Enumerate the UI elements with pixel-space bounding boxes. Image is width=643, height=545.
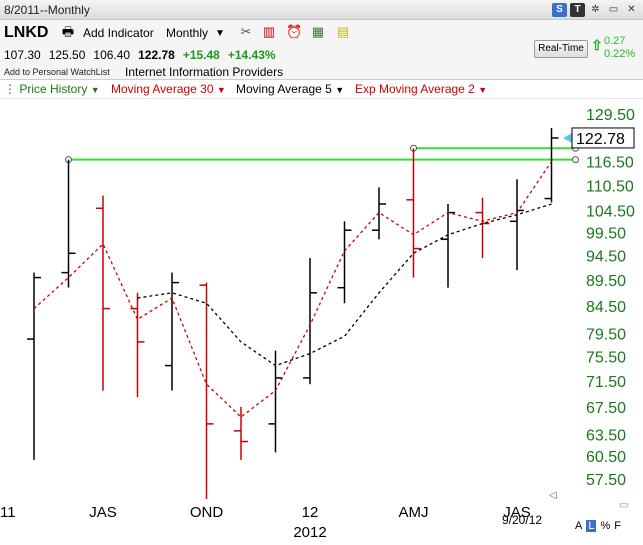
last-value: 122.78 bbox=[138, 48, 175, 62]
ohlc-bar bbox=[268, 350, 283, 453]
x-tick-label: OND bbox=[190, 504, 224, 521]
ohlc-bar bbox=[303, 258, 317, 385]
ohlc-quote-row: 107.30 125.50 106.40 122.78 +15.48 +14.4… bbox=[4, 48, 276, 62]
tools-icon[interactable]: ✂ bbox=[240, 24, 252, 39]
ohlc-bar bbox=[406, 148, 421, 278]
divider bbox=[0, 98, 643, 99]
ohlc-bar bbox=[544, 128, 559, 203]
y-tick-label: 129.50 bbox=[586, 107, 635, 124]
y-tick-label: 99.50 bbox=[586, 225, 626, 242]
legend-ma30[interactable]: Moving Average 30 ▼ bbox=[111, 82, 226, 96]
scale-auto-button[interactable]: A bbox=[575, 520, 583, 532]
y-tick-label: 110.50 bbox=[586, 178, 634, 195]
industry-label: Internet Information Providers bbox=[125, 65, 284, 79]
y-tick-label: 89.50 bbox=[586, 273, 626, 290]
legend-ma5[interactable]: Moving Average 5 ▼ bbox=[236, 82, 345, 96]
scale-percent-button[interactable]: % bbox=[600, 520, 611, 532]
change-percent: +14.43% bbox=[227, 48, 276, 62]
ohlc-bar bbox=[96, 195, 110, 391]
ohlc-bar bbox=[27, 272, 41, 460]
ohlc-bar bbox=[234, 406, 248, 460]
ohlc-bar bbox=[510, 179, 524, 271]
scale-log-button[interactable]: L bbox=[586, 520, 597, 532]
current-price-box bbox=[571, 127, 635, 149]
y-tick-label: 67.50 bbox=[586, 400, 626, 417]
y-tick-label: 75.50 bbox=[586, 350, 626, 367]
current-date: 9/20/12 bbox=[502, 513, 543, 527]
window-title: 8/2011--Monthly bbox=[4, 3, 90, 17]
legend-price-history[interactable]: ⋮ Price History ▼ bbox=[4, 82, 100, 96]
watchlist-link[interactable]: Add to Personal WatchList bbox=[4, 67, 110, 77]
scale-fit-button[interactable]: F bbox=[614, 520, 621, 532]
ohlc-bar bbox=[130, 292, 145, 398]
y-tick-label: 60.50 bbox=[586, 449, 626, 466]
y-tick-label: 57.50 bbox=[586, 472, 626, 489]
high-value: 125.50 bbox=[48, 48, 86, 62]
realtime-button[interactable]: Real-Time bbox=[534, 40, 588, 58]
series-line-1 bbox=[33, 161, 553, 418]
y-tick-label: 63.50 bbox=[586, 427, 626, 444]
legend-ema2[interactable]: Exp Moving Average 2 ▼ bbox=[355, 82, 488, 96]
rt-change-percent: 0.22% bbox=[604, 48, 636, 60]
rt-change-value: 0.27 bbox=[604, 35, 626, 47]
y-tick-label: 79.50 bbox=[586, 326, 626, 343]
settings-icon[interactable]: ✲ bbox=[591, 4, 600, 15]
up-arrow-icon: ⇧ bbox=[591, 37, 603, 53]
trendline-end-handle-0 bbox=[572, 156, 579, 164]
ohlc-bar bbox=[441, 204, 455, 288]
x-axis: 11 JAS OND 12 2012 AMJ JAS bbox=[0, 504, 531, 541]
t-badge-icon[interactable]: T bbox=[570, 3, 585, 17]
x-tick-label: 11 bbox=[0, 504, 16, 521]
x-tick-label: 2012 bbox=[293, 524, 326, 541]
y-tick-label: 84.50 bbox=[586, 299, 626, 316]
minimize-icon[interactable]: ▭ bbox=[608, 4, 619, 15]
ohlc-bar bbox=[61, 159, 76, 288]
x-tick-label: JAS bbox=[89, 504, 117, 521]
add-indicator-button[interactable]: Add Indicator bbox=[83, 26, 154, 40]
window-controls: S T ✲ ▭ ✕ bbox=[552, 3, 639, 17]
y-tick-label: 94.50 bbox=[586, 249, 626, 266]
current-price-label: 122.78 bbox=[576, 131, 625, 148]
alarm-clock-icon[interactable]: ⏰ bbox=[286, 24, 303, 39]
quote-header: LNKD 🖶 Add Indicator Monthly ▼ ✂ ▥ ⏰ ▦ ▤… bbox=[0, 20, 643, 80]
realtime-change: 0.27 0.22% bbox=[604, 35, 635, 61]
ohlc-bar bbox=[199, 282, 214, 499]
calculator-icon[interactable]: ▦ bbox=[311, 24, 325, 39]
close-icon[interactable]: ✕ bbox=[627, 4, 636, 15]
period-select[interactable]: Monthly bbox=[166, 26, 209, 40]
y-tick-label: 116.50 bbox=[586, 155, 634, 172]
x-tick-label: AMJ bbox=[399, 504, 429, 521]
scroll-left-icon[interactable]: ◁ bbox=[549, 490, 557, 501]
window-titlebar: 8/2011--Monthly S T ✲ ▭ ✕ bbox=[0, 0, 643, 20]
printer-icon[interactable]: 🖶 bbox=[61, 24, 75, 39]
ohlc-bar bbox=[337, 221, 352, 304]
price-chart[interactable]: 129.50 116.50 110.50 104.50 99.50 94.50 89.50 8… bbox=[0, 99, 643, 545]
ohlc-bar bbox=[165, 272, 179, 391]
chevron-down-icon[interactable]: ▼ bbox=[215, 28, 225, 39]
low-value: 106.40 bbox=[93, 48, 131, 62]
price-pointer-icon bbox=[563, 132, 572, 143]
resize-icon[interactable]: ▭ bbox=[619, 500, 629, 511]
expand-icon[interactable]: ⋮ bbox=[4, 82, 20, 96]
note-icon[interactable]: ▤ bbox=[336, 24, 350, 39]
symbol-label[interactable]: LNKD bbox=[4, 24, 49, 41]
x-tick-label: 12 bbox=[302, 504, 319, 521]
plot-layer bbox=[27, 128, 579, 499]
open-value: 107.30 bbox=[4, 48, 41, 62]
x-tick-label: JAS bbox=[503, 504, 531, 521]
indicator-legend: ⋮ Price History ▼ Moving Average 30 ▼ Mo… bbox=[0, 80, 643, 98]
y-axis: 129.50 116.50 110.50 104.50 99.50 94.50 89.50 8… bbox=[563, 107, 635, 489]
change-value: +15.48 bbox=[182, 48, 220, 62]
y-tick-label: 104.50 bbox=[586, 203, 635, 220]
s-badge-icon[interactable]: S bbox=[552, 3, 567, 17]
ohlc-bar bbox=[475, 197, 490, 259]
y-tick-label: 71.50 bbox=[586, 374, 626, 391]
scale-mode-buttons: A L % F bbox=[575, 520, 621, 532]
candlestick-icon[interactable]: ▥ bbox=[262, 24, 276, 39]
